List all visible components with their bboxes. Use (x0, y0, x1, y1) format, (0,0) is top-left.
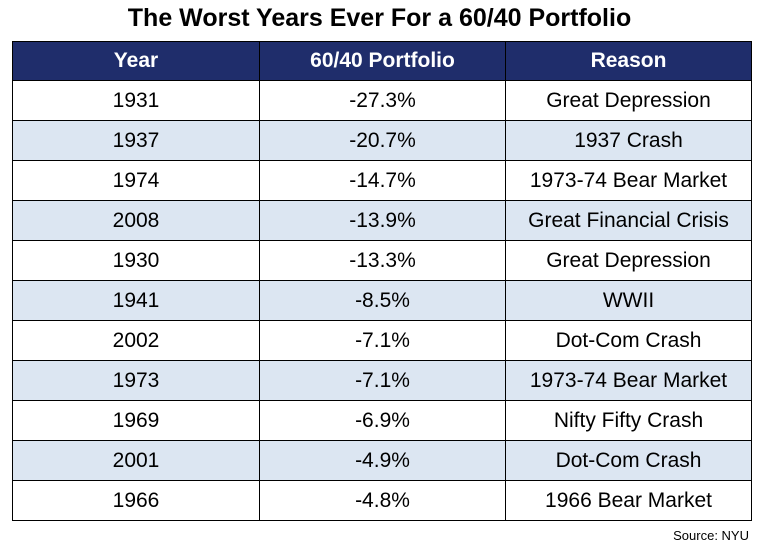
portfolio-return-cell: -14.7% (259, 160, 506, 201)
reason-cell: Great Financial Crisis (505, 200, 752, 241)
portfolio-return-cell: -7.1% (259, 320, 506, 361)
portfolio-return-cell: -20.7% (259, 120, 506, 161)
portfolio-return-cell: -27.3% (259, 80, 506, 121)
column-header-portfolio: 60/40 Portfolio (259, 41, 506, 81)
column-header-reason: Reason (505, 41, 752, 81)
reason-cell: WWII (505, 280, 752, 321)
portfolio-return-cell: -8.5% (259, 280, 506, 321)
column-header-year: Year (12, 41, 260, 81)
portfolio-return-cell: -7.1% (259, 360, 506, 401)
table-body: 1931 -27.3% Great Depression 1937 -20.7% 1937… (12, 80, 752, 521)
year-cell: 1969 (12, 400, 260, 441)
year-cell: 1974 (12, 160, 260, 201)
year-cell: 2002 (12, 320, 260, 361)
reason-cell: 1966 Bear Market (505, 480, 752, 521)
table-row: 1973 -7.1% 1973-74 Bear Market (12, 360, 752, 401)
reason-cell: Dot-Com Crash (505, 440, 752, 481)
worst-years-table: Year 60/40 Portfolio Reason 1931 -27.3% Gr… (12, 41, 752, 521)
year-cell: 1941 (12, 280, 260, 321)
table-row: 2008 -13.9% Great Financial Crisis (12, 200, 752, 241)
reason-cell: 1973-74 Bear Market (505, 360, 752, 401)
portfolio-return-cell: -4.8% (259, 480, 506, 521)
reason-cell: 1937 Crash (505, 120, 752, 161)
portfolio-return-cell: -13.3% (259, 240, 506, 281)
table-row: 1937 -20.7% 1937 Crash (12, 120, 752, 161)
table-row: 2002 -7.1% Dot-Com Crash (12, 320, 752, 361)
table-header-row: Year 60/40 Portfolio Reason (12, 41, 752, 81)
table-row: 1930 -13.3% Great Depression (12, 240, 752, 281)
table-row: 1931 -27.3% Great Depression (12, 80, 752, 121)
year-cell: 1931 (12, 80, 260, 121)
year-cell: 1937 (12, 120, 260, 161)
portfolio-return-cell: -4.9% (259, 440, 506, 481)
table-row: 2001 -4.9% Dot-Com Crash (12, 440, 752, 481)
reason-cell: Dot-Com Crash (505, 320, 752, 361)
source-note: Source: NYU (673, 528, 749, 543)
year-cell: 2001 (12, 440, 260, 481)
chart-title: The Worst Years Ever For a 60/40 Portfol… (127, 4, 632, 32)
year-cell: 1973 (12, 360, 260, 401)
reason-cell: Great Depression (505, 80, 752, 121)
table-row: 1966 -4.8% 1966 Bear Market (12, 480, 752, 521)
reason-cell: 1973-74 Bear Market (505, 160, 752, 201)
year-cell: 2008 (12, 200, 260, 241)
table-row: 1969 -6.9% Nifty Fifty Crash (12, 400, 752, 441)
portfolio-return-cell: -6.9% (259, 400, 506, 441)
reason-cell: Great Depression (505, 240, 752, 281)
table-row: 1941 -8.5% WWII (12, 280, 752, 321)
year-cell: 1966 (12, 480, 260, 521)
table-row: 1974 -14.7% 1973-74 Bear Market (12, 160, 752, 201)
reason-cell: Nifty Fifty Crash (505, 400, 752, 441)
year-cell: 1930 (12, 240, 260, 281)
portfolio-return-cell: -13.9% (259, 200, 506, 241)
